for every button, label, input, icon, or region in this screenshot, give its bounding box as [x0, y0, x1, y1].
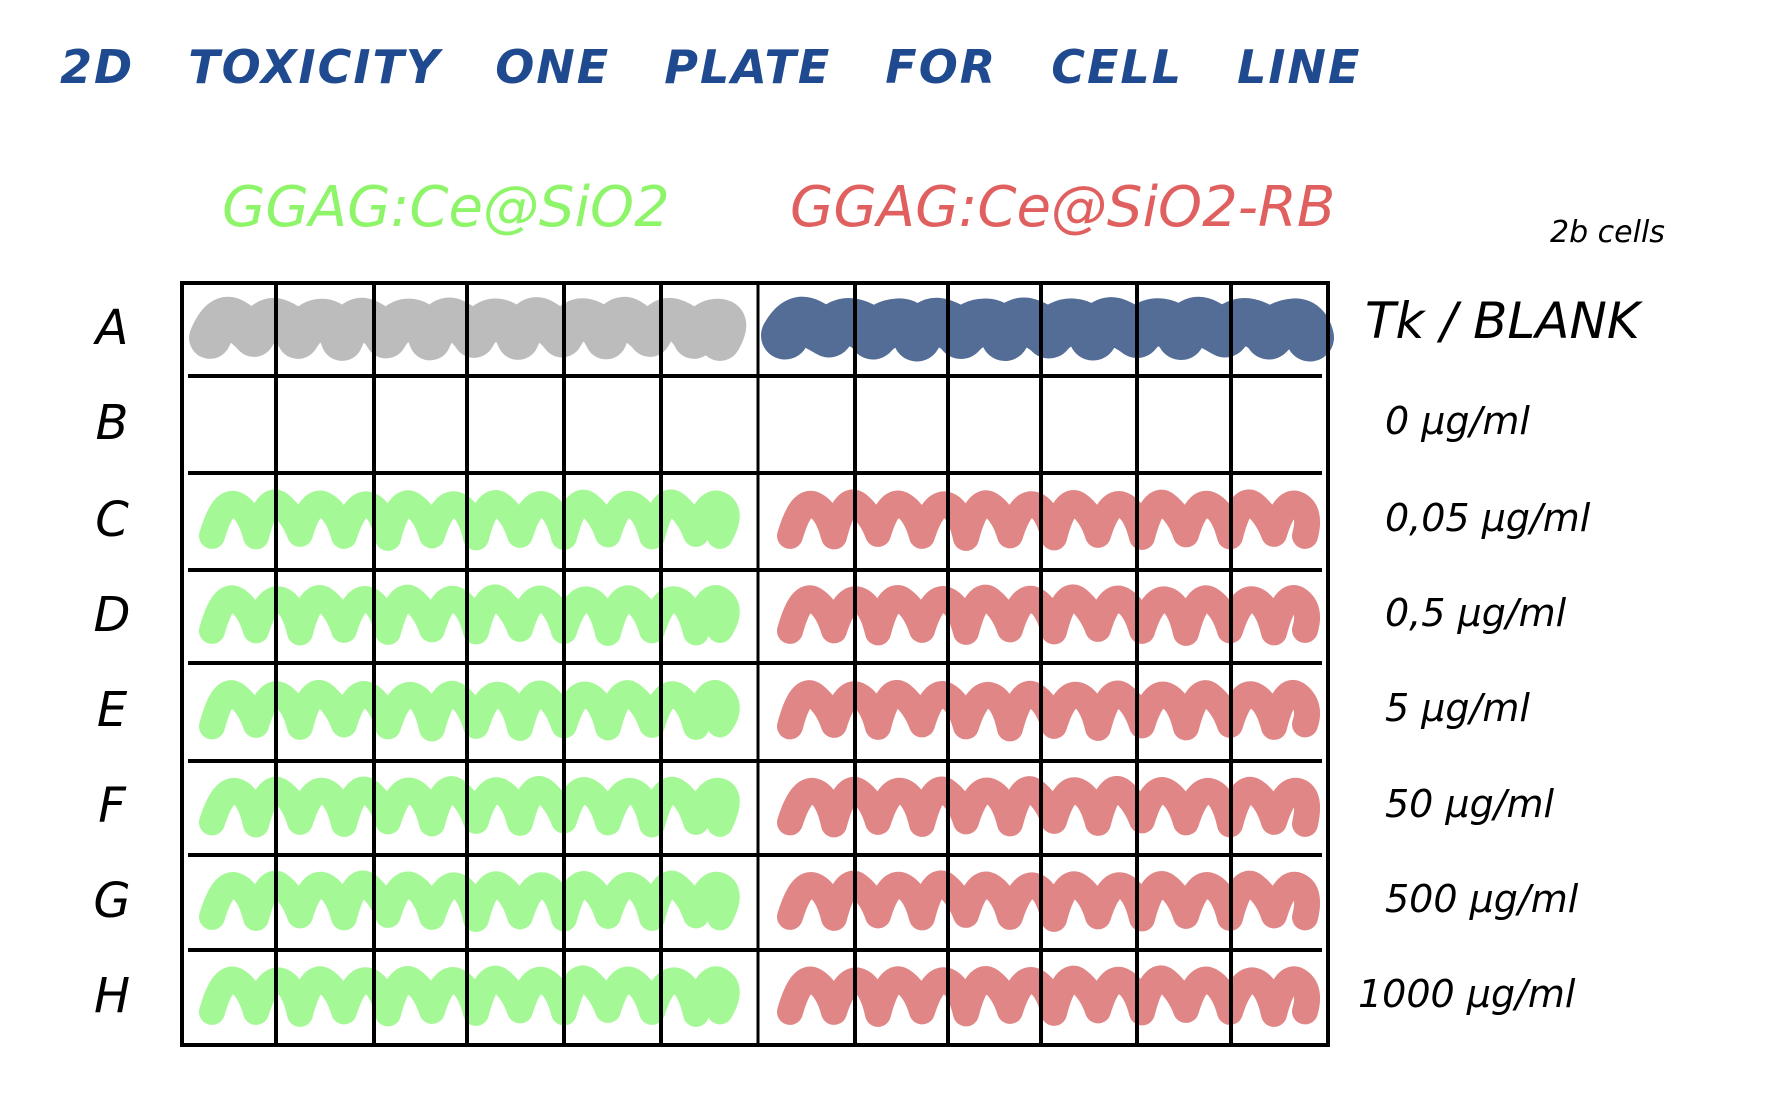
group-label-rb: GGAG:Ce@SiO2-RB: [790, 175, 1336, 240]
row-label-d: D: [93, 586, 131, 643]
sample-scribble-uncoated: [199, 870, 740, 932]
concentration-label: 0,5 µg/ml: [1385, 590, 1567, 635]
sample-scribble-uncoated: [199, 489, 740, 551]
row-label-g: G: [93, 872, 131, 929]
group-label-uncoated: GGAG:Ce@SiO2: [222, 175, 670, 240]
diagram-title: 2D TOXICITY ONE PLATE FOR CELL LINE: [60, 40, 1362, 94]
concentration-label: 0 µg/ml: [1385, 398, 1530, 443]
concentration-label: 0,05 µg/ml: [1385, 495, 1591, 540]
sample-scribble-uncoated: [199, 680, 740, 742]
row-label-c: C: [95, 491, 129, 548]
row-label-a: A: [95, 299, 129, 356]
sample-scribble-uncoated: [199, 776, 740, 838]
row-label-e: E: [96, 682, 128, 738]
sample-scribble-uncoated: [199, 584, 740, 646]
plate-outline: [180, 281, 1330, 1047]
row-label-h: H: [93, 967, 131, 1024]
control-scribble-right: [761, 296, 1334, 362]
control-scribble-left: [189, 296, 747, 361]
sample-scribble-uncoated: [199, 965, 740, 1027]
row-label-f: F: [98, 778, 126, 834]
row-label-b: B: [95, 394, 129, 451]
controls-label: Tk / BLANK: [1365, 292, 1640, 350]
concentration-label: 50 µg/ml: [1385, 782, 1555, 826]
concentration-label: 500 µg/ml: [1385, 876, 1579, 921]
concentration-label: 5 µg/ml: [1385, 686, 1530, 730]
cells-note: 2b cells: [1550, 215, 1665, 250]
concentration-label: 1000 µg/ml: [1358, 971, 1576, 1016]
